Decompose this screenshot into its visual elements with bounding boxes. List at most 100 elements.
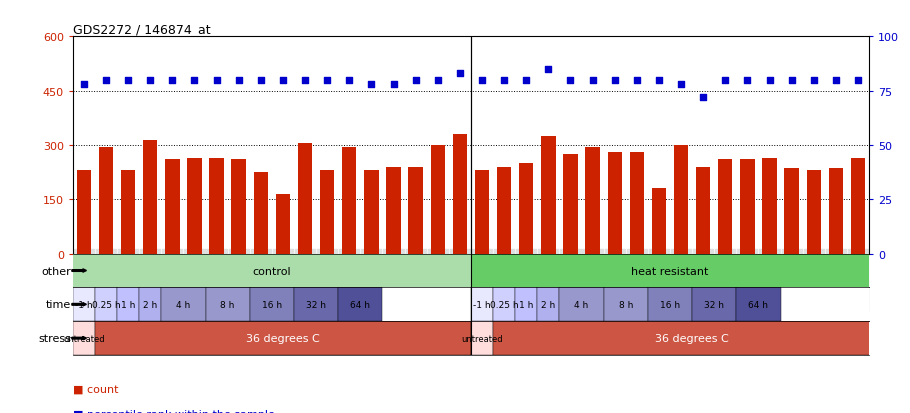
Point xyxy=(563,77,578,84)
Bar xyxy=(95,321,471,355)
Point xyxy=(696,95,711,101)
Point xyxy=(409,77,423,84)
Point xyxy=(585,77,600,84)
Point xyxy=(718,77,733,84)
Text: GDS2272 / 146874_at: GDS2272 / 146874_at xyxy=(73,23,210,36)
Point xyxy=(187,77,202,84)
Point xyxy=(784,77,799,84)
Point xyxy=(452,71,467,77)
Point xyxy=(364,81,379,88)
Bar xyxy=(519,164,533,254)
Text: 64 h: 64 h xyxy=(748,300,768,309)
Text: 32 h: 32 h xyxy=(306,300,326,309)
Point xyxy=(541,66,556,73)
Bar xyxy=(165,160,179,254)
Bar xyxy=(603,288,648,321)
Point xyxy=(740,77,754,84)
Bar xyxy=(452,135,467,254)
Bar xyxy=(99,147,113,254)
Bar xyxy=(143,140,157,254)
Text: 2 h: 2 h xyxy=(143,300,157,309)
Text: 2 h: 2 h xyxy=(541,300,555,309)
Bar xyxy=(471,288,493,321)
Bar xyxy=(693,288,736,321)
Bar xyxy=(206,288,249,321)
Text: untreated: untreated xyxy=(461,334,503,343)
Bar xyxy=(161,288,206,321)
Bar xyxy=(209,158,224,254)
Text: 8 h: 8 h xyxy=(619,300,633,309)
Bar xyxy=(95,288,117,321)
Bar xyxy=(121,171,136,254)
Bar xyxy=(339,288,382,321)
Bar xyxy=(139,288,161,321)
Bar xyxy=(652,189,666,254)
Point xyxy=(209,77,224,84)
Bar xyxy=(342,147,357,254)
Point xyxy=(519,77,533,84)
Bar xyxy=(475,171,490,254)
Bar xyxy=(471,321,493,355)
Bar xyxy=(784,169,799,254)
Text: ■ percentile rank within the sample: ■ percentile rank within the sample xyxy=(73,409,275,413)
Point xyxy=(607,77,622,84)
Point xyxy=(497,77,511,84)
Text: control: control xyxy=(253,266,291,276)
Text: -1 h: -1 h xyxy=(473,300,490,309)
Bar xyxy=(806,171,821,254)
Bar xyxy=(763,158,777,254)
Point xyxy=(342,77,357,84)
Bar xyxy=(254,173,268,254)
Point xyxy=(475,77,490,84)
Point xyxy=(143,77,157,84)
Text: 36 degrees C: 36 degrees C xyxy=(246,333,319,343)
Text: 1 h: 1 h xyxy=(519,300,533,309)
Text: ■ count: ■ count xyxy=(73,384,118,394)
Text: untreated: untreated xyxy=(63,334,105,343)
Bar xyxy=(249,288,294,321)
Bar xyxy=(76,171,91,254)
Bar xyxy=(73,321,95,355)
Point xyxy=(386,81,400,88)
Bar xyxy=(95,321,471,355)
Point xyxy=(673,81,688,88)
Bar xyxy=(117,288,139,321)
Bar xyxy=(696,167,711,254)
Text: 8 h: 8 h xyxy=(220,300,235,309)
Point xyxy=(76,81,91,88)
Bar xyxy=(493,288,515,321)
Bar xyxy=(563,154,578,254)
Point xyxy=(320,77,335,84)
Point xyxy=(829,77,844,84)
Bar xyxy=(515,288,537,321)
Bar xyxy=(740,160,754,254)
Bar xyxy=(560,288,603,321)
Text: 0.25 h: 0.25 h xyxy=(490,300,519,309)
Text: 0.25 h: 0.25 h xyxy=(92,300,120,309)
Bar xyxy=(298,144,312,254)
Bar xyxy=(736,288,781,321)
Text: 16 h: 16 h xyxy=(262,300,282,309)
Text: time: time xyxy=(46,299,71,310)
Text: 64 h: 64 h xyxy=(350,300,370,309)
Text: 1 h: 1 h xyxy=(121,300,136,309)
Point xyxy=(851,77,865,84)
Text: other: other xyxy=(41,266,71,276)
Bar xyxy=(471,254,880,288)
Bar xyxy=(829,169,843,254)
Bar xyxy=(674,146,688,254)
Bar xyxy=(497,167,511,254)
Point xyxy=(276,77,290,84)
Text: -1 h: -1 h xyxy=(75,300,93,309)
Bar xyxy=(364,171,379,254)
Point xyxy=(652,77,666,84)
Text: 36 degrees C: 36 degrees C xyxy=(655,333,729,343)
Bar xyxy=(276,195,290,254)
Point xyxy=(763,77,777,84)
Text: heat resistant: heat resistant xyxy=(632,266,709,276)
Bar xyxy=(608,153,622,254)
Point xyxy=(254,77,268,84)
Bar xyxy=(537,288,560,321)
Text: 32 h: 32 h xyxy=(704,300,724,309)
Bar xyxy=(493,321,880,355)
